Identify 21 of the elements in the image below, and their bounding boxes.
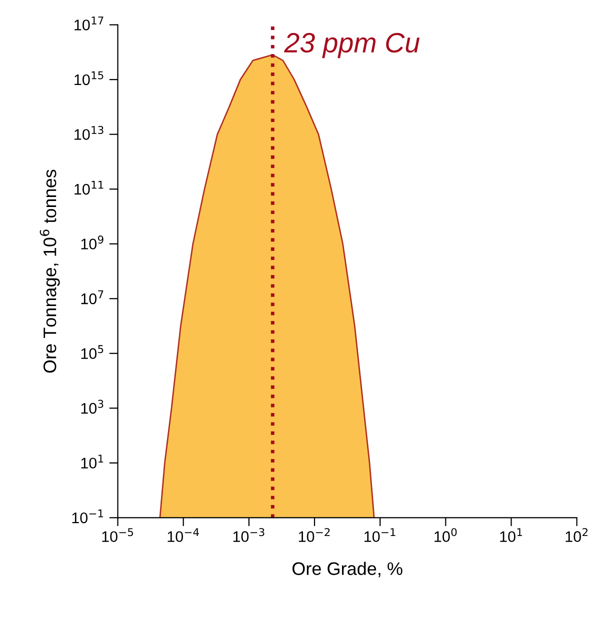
y-tick-label: 10$^{5}$ <box>81 345 104 359</box>
y-tick-label: 10$^{17}$ <box>74 16 104 30</box>
y-tick-label: 10$^{9}$ <box>81 236 104 250</box>
y-tick-label: 10$^{11}$ <box>74 180 104 195</box>
y-tick-label: 10$^{7}$ <box>81 290 104 304</box>
x-tick-label: 10$^{−4}$ <box>168 528 199 542</box>
x-tick-label: 10$^{−1}$ <box>364 528 396 542</box>
x-tick-label: 10$^{1}$ <box>500 528 522 542</box>
y-tick-label: 10$^{15}$ <box>74 71 104 86</box>
x-tick-label: 10$^{−3}$ <box>233 528 264 542</box>
x-axis-title: Ore Grade, % <box>292 562 402 578</box>
y-tick-label: 10$^{1}$ <box>81 454 104 469</box>
y-axis-title: Ore Tonnage, 10$^{6}$ tonnes <box>40 170 60 373</box>
y-tick-label: 10$^{13}$ <box>74 126 104 140</box>
x-tick-label: 10$^{0}$ <box>434 528 457 542</box>
x-tick-label: 10$^{−2}$ <box>298 528 330 542</box>
y-tick-label: 10$^{−1}$ <box>72 509 104 524</box>
y-tick-label: 10$^{3}$ <box>81 400 104 414</box>
x-tick-label: 10$^{−5}$ <box>102 528 134 542</box>
ref-line-label: 23 ppm Cu <box>284 32 420 58</box>
x-tick-label: 10$^{2}$ <box>566 528 588 542</box>
